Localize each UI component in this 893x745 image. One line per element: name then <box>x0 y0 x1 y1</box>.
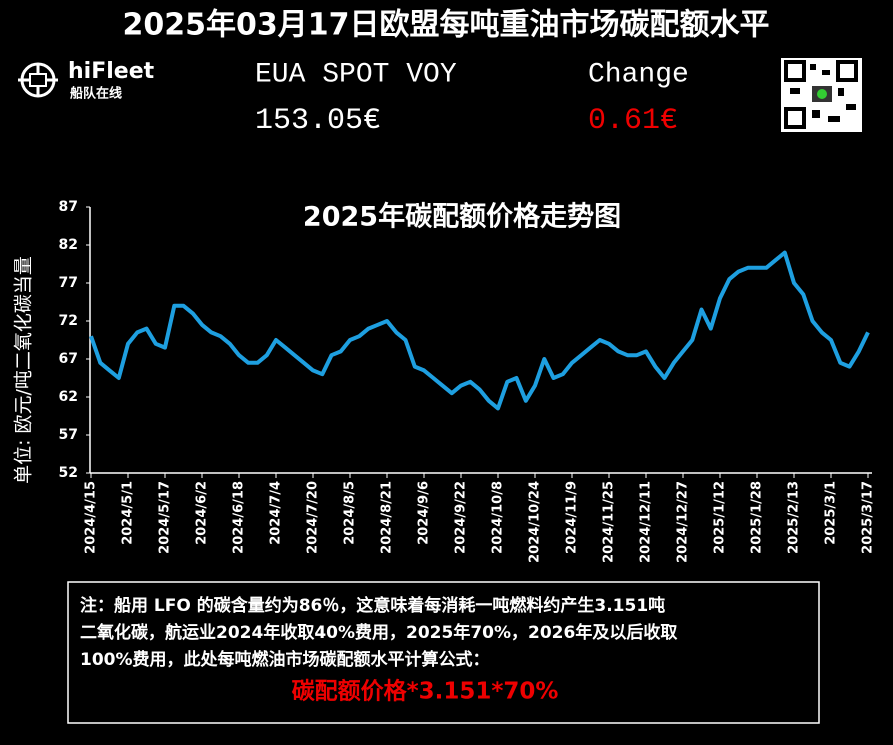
change-label: Change <box>588 59 689 90</box>
x-tick-label: 2024/4/15 <box>84 481 99 554</box>
y-axis-label: 单位: 欧元/吨二氧化碳当量 <box>13 256 35 484</box>
y-tick-label: 72 <box>59 313 78 329</box>
price-value: 153.05€ <box>255 104 381 138</box>
y-tick-label: 62 <box>59 389 78 405</box>
y-tick-label: 82 <box>59 237 78 253</box>
logo-subtext: 船队在线 <box>70 86 122 102</box>
x-tick-label: 2024/5/1 <box>121 481 136 545</box>
x-tick-label: 2024/11/9 <box>565 481 580 554</box>
x-tick-label: 2024/6/2 <box>195 481 210 545</box>
x-tick-label: 2024/7/20 <box>306 481 321 554</box>
note-box <box>67 581 820 724</box>
note-line: 二氧化碳，航运业2024年收取40%费用，2025年70%，2026年及以后收取 <box>80 622 677 643</box>
logo-text: hiFleet <box>68 59 155 84</box>
x-tick-label: 2024/7/4 <box>269 481 284 545</box>
page-title: 2025年03月17日欧盟每吨重油市场碳配额水平 <box>123 8 770 43</box>
x-tick-label: 2024/9/22 <box>454 481 469 554</box>
chart-title: 2025年碳配额价格走势图 <box>303 201 621 233</box>
y-tick-label: 57 <box>59 427 78 443</box>
x-tick-label: 2025/2/13 <box>787 481 802 554</box>
x-tick-label: 2025/1/12 <box>713 481 728 554</box>
x-tick-label: 2024/8/21 <box>380 481 395 554</box>
line-series <box>89 250 870 411</box>
y-tick-label: 52 <box>59 465 78 481</box>
x-tick-label: 2025/3/17 <box>861 481 876 554</box>
y-tick-label: 87 <box>59 199 78 215</box>
price-label: EUA SPOT VOY <box>255 59 457 90</box>
formula: 碳配额价格*3.151*70% <box>292 678 559 705</box>
x-tick-label: 2025/1/28 <box>750 481 765 554</box>
x-tick-label: 2024/8/5 <box>343 481 358 545</box>
logo-icon <box>18 62 58 98</box>
x-tick-label: 2024/10/8 <box>491 481 506 554</box>
x-tick-label: 2024/11/25 <box>602 481 617 563</box>
y-tick-label: 67 <box>59 351 78 367</box>
x-tick-label: 2024/10/24 <box>528 481 543 563</box>
x-tick-label: 2024/6/18 <box>232 481 247 554</box>
x-tick-label: 2024/9/6 <box>417 481 432 545</box>
change-value: 0.61€ <box>588 104 678 138</box>
note-line: 100%费用，此处每吨燃油市场碳配额水平计算公式： <box>80 649 490 670</box>
x-tick-label: 2024/12/27 <box>676 481 691 563</box>
x-tick-label: 2025/3/1 <box>824 481 839 545</box>
x-tick-label: 2024/5/17 <box>158 481 173 554</box>
note-line: 注：船用 LFO 的碳含量约为86％，这意味着每消耗一吨燃料约产生3.151吨 <box>80 595 665 616</box>
qr-code <box>781 58 862 132</box>
x-tick-label: 2024/12/11 <box>639 481 654 563</box>
y-tick-label: 77 <box>59 275 78 291</box>
